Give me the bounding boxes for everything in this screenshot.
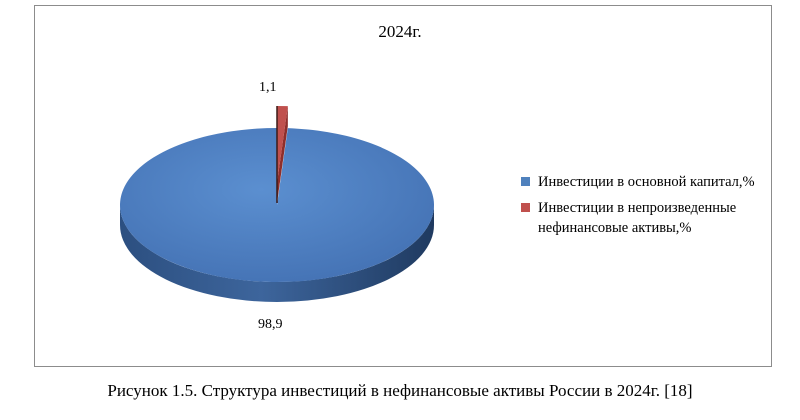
legend-label: Инвестиции в непроизведенные нефинансовы… [538,200,737,236]
legend-item-fixed-capital: Инвестиции в основной капитал,% [521,172,771,192]
chart-title: 2024г. [378,22,422,41]
legend-item-nonproduced-assets: Инвестиции в непроизведенные нефинансовы… [521,198,771,238]
chart-legend: Инвестиции в основной капитал,% Инвестиц… [521,172,771,244]
legend-swatch-red [521,203,530,212]
pie-slice-nonproduced-assets [277,106,288,183]
legend-swatch-blue [521,177,530,186]
data-label-small: 1,1 [259,80,277,95]
legend-label: Инвестиции в основной капитал,% [538,174,755,190]
pie-slice-fixed-capital [119,128,434,283]
data-label-large: 98,9 [258,317,283,332]
pie-side-depth [120,205,434,302]
pie-slice-nonproduced-side [277,106,288,203]
figure-caption: Рисунок 1.5. Структура инвестиций в нефи… [107,381,693,400]
